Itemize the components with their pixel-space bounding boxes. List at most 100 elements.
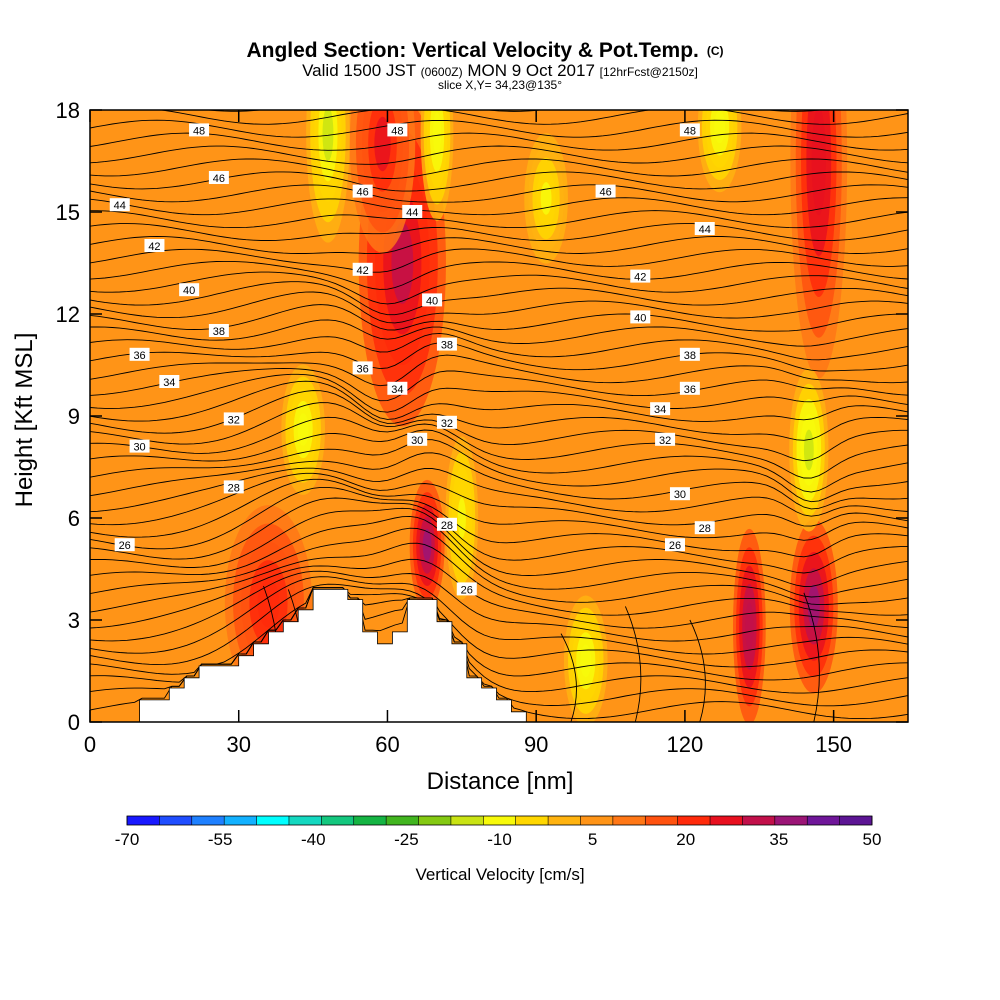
contour-label: 40 — [422, 293, 443, 307]
contour-label: 30 — [669, 487, 690, 501]
chart-title: Angled Section: Vertical Velocity & Pot.… — [246, 39, 723, 62]
contour-label-box — [208, 324, 229, 337]
y-tick-label: 15 — [56, 200, 80, 225]
colorbar-swatch — [742, 816, 776, 825]
contour-label-text: 30 — [133, 442, 145, 454]
colorbar-swatch — [548, 816, 581, 825]
contour-label: 28 — [694, 521, 715, 535]
isentrope-line — [90, 527, 908, 606]
contour-label-box — [679, 123, 700, 137]
isentrope-line — [803, 592, 820, 722]
colorbar-swatch — [580, 816, 614, 825]
isentrope-line — [90, 248, 908, 273]
contour-label-text: 34 — [163, 377, 175, 389]
contour-label-box — [208, 171, 229, 184]
contour-label-box — [694, 521, 715, 535]
contour-label-box — [456, 582, 477, 596]
contour-label: 44 — [402, 205, 423, 219]
colorbar-swatch — [450, 816, 484, 825]
colorbar-swatch — [483, 816, 516, 825]
contour-label-text: 48 — [391, 125, 403, 137]
isentrope-line — [90, 184, 908, 203]
y-tick-label: 18 — [56, 98, 80, 123]
velocity-contour-band — [807, 584, 820, 629]
contour-label: 38 — [208, 324, 229, 338]
isentrope-line — [90, 583, 908, 668]
isentrope-line — [90, 319, 908, 347]
contour-label-text: 46 — [357, 187, 369, 199]
colorbar-swatch — [191, 816, 225, 825]
contour-label-box — [650, 402, 671, 416]
isentrope-line — [90, 260, 908, 290]
colorbar-swatch — [774, 816, 808, 825]
colorbar: -70 -55 -40 -25 -10 5 20 35 50 — [115, 815, 881, 849]
isentrope-line — [90, 158, 908, 179]
contour-label-box — [679, 347, 700, 361]
contour-label-box — [179, 283, 200, 297]
contour-label-box — [223, 480, 244, 494]
velocity-feature — [697, 110, 742, 193]
contour-label-box — [129, 439, 150, 453]
colorbar-tick-label: -10 — [487, 830, 512, 849]
contour-label: 26 — [664, 538, 685, 552]
velocity-contour-band — [257, 578, 280, 628]
contour-label-box — [223, 412, 244, 426]
velocity-contour-band — [803, 429, 814, 471]
colorbar-swatch — [839, 816, 873, 825]
colorbar-tick-label: 35 — [769, 830, 788, 849]
isentrope-line — [90, 439, 908, 503]
colorbar-swatch — [807, 816, 840, 825]
colorbar-swatch — [677, 816, 711, 825]
chart-subtitle: Valid 1500 JST (0600Z) MON 9 Oct 2017 [1… — [302, 61, 698, 80]
terrain — [139, 589, 527, 722]
contour-label-text: 44 — [699, 224, 711, 236]
isentrope-line — [90, 332, 908, 361]
velocity-contour-band — [540, 182, 552, 215]
potential-temperature-contours — [90, 110, 908, 722]
colorbar-swatch — [418, 816, 452, 825]
y-tick-label: 6 — [68, 506, 80, 531]
colorbar-swatch — [127, 816, 160, 825]
vertical-velocity-field — [224, 110, 848, 722]
contour-label-text: 38 — [684, 350, 696, 362]
contour-label-text: 26 — [669, 540, 681, 552]
contour-label: 42 — [630, 269, 651, 284]
isentrope-line — [90, 576, 908, 655]
contour-label: 26 — [114, 538, 135, 552]
isentrope-line — [90, 368, 908, 402]
isentrope-line — [90, 119, 908, 138]
contour-label-text: 34 — [391, 384, 403, 396]
isentrope-line — [90, 587, 908, 681]
isentrope-line — [90, 291, 908, 324]
x-tick-label: 120 — [667, 732, 704, 757]
isentrope-line — [90, 558, 908, 629]
colorbar-swatch — [288, 816, 322, 825]
contour-label-text: 38 — [213, 326, 225, 338]
contour-label: 28 — [223, 480, 244, 494]
velocity-feature — [420, 110, 454, 221]
contour-label-box — [669, 487, 690, 501]
colorbar-swatch — [353, 816, 387, 825]
contour-label-text: 46 — [213, 173, 225, 185]
y-tick-label: 3 — [68, 608, 80, 633]
colorbar-swatch — [256, 816, 290, 825]
isentrope-line — [90, 342, 908, 372]
velocity-contour-band — [714, 110, 726, 144]
contour-label: 46 — [352, 184, 373, 199]
isentrope-line — [90, 110, 908, 125]
velocity-contour-band — [432, 112, 442, 156]
contour-label-box — [407, 432, 428, 446]
velocity-contour-band — [745, 602, 754, 652]
contour-label: 32 — [223, 412, 244, 426]
contour-label-text: 40 — [426, 295, 438, 307]
x-tick-label: 90 — [524, 732, 548, 757]
contour-label-box — [630, 269, 651, 283]
colorbar-tick-label: -25 — [394, 830, 419, 849]
contour-label: 34 — [159, 375, 180, 389]
contour-label-box — [144, 239, 165, 252]
colorbar-swatch — [612, 816, 646, 825]
contour-label-box — [352, 361, 373, 375]
contour-label-text: 42 — [148, 241, 160, 253]
field-background — [90, 110, 908, 722]
